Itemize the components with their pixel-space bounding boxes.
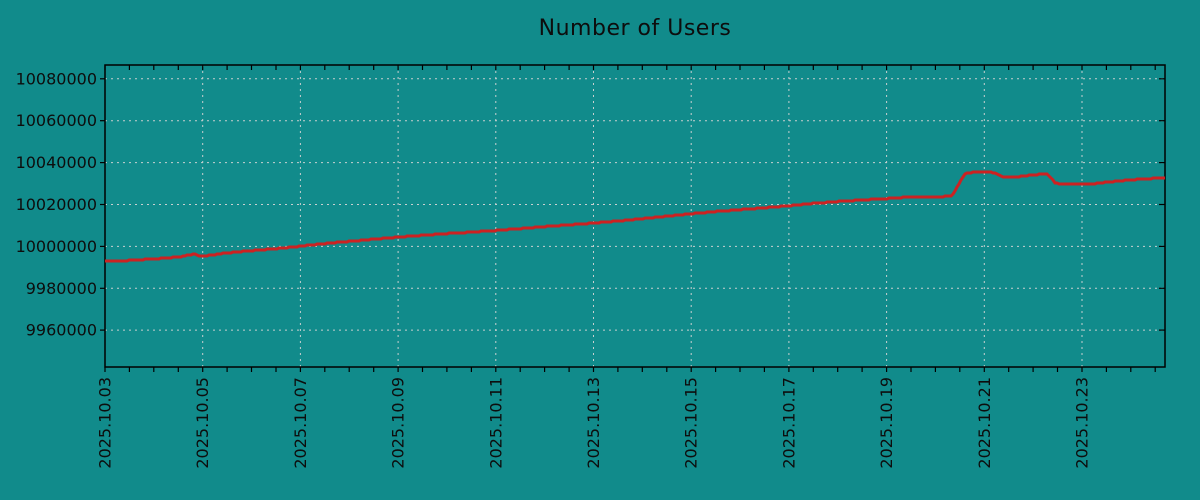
y-tick-label: 10020000 [16, 195, 97, 214]
x-tick-label: 2025.10.05 [193, 377, 212, 469]
y-tick-label: 10080000 [16, 69, 97, 88]
x-tick-label: 2025.10.15 [682, 377, 701, 469]
y-tick-label: 9980000 [26, 279, 97, 298]
y-tick-label: 9960000 [26, 321, 97, 340]
x-tick-label: 2025.10.07 [291, 377, 310, 469]
y-tick-label: 10060000 [16, 111, 97, 130]
x-tick-label: 2025.10.23 [1073, 377, 1092, 469]
x-tick-label: 2025.10.17 [779, 377, 798, 469]
x-tick-label: 2025.10.09 [389, 377, 408, 469]
chart-title: Number of Users [538, 16, 732, 41]
x-tick-label: 2025.10.21 [975, 377, 994, 469]
series-line [105, 170, 1165, 263]
x-tick-label: 2025.10.11 [486, 377, 505, 469]
x-tick-label: 2025.10.19 [877, 377, 896, 469]
y-tick-label: 10000000 [16, 237, 97, 256]
x-tick-label: 2025.10.13 [584, 377, 603, 469]
plot-border [104, 64, 1166, 368]
y-tick-label: 10040000 [16, 153, 97, 172]
x-tick-label: 2025.10.03 [96, 377, 115, 469]
